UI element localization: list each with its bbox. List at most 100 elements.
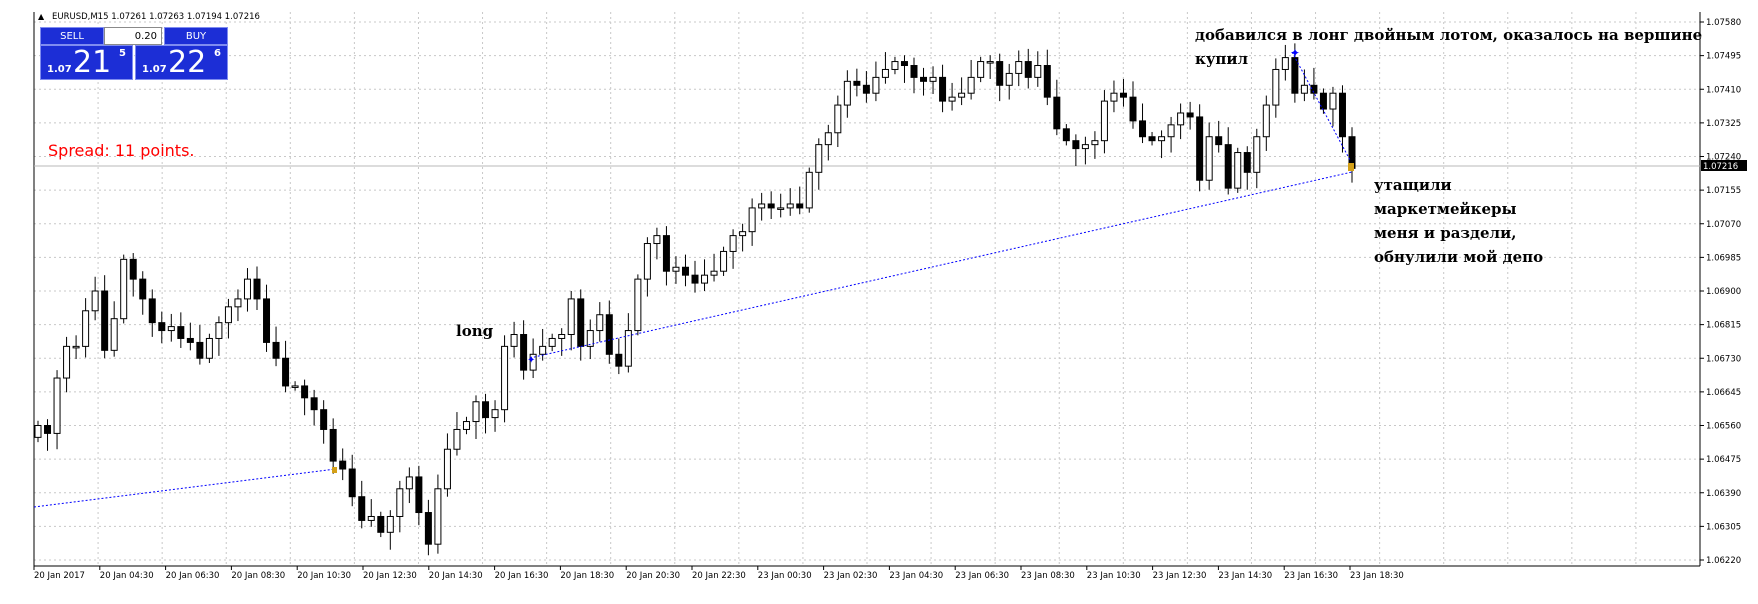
trade-line bbox=[1291, 51, 1351, 161]
time-tick-label: 23 Jan 06:30 bbox=[955, 571, 1009, 581]
candle bbox=[377, 511, 385, 538]
candle bbox=[1196, 104, 1204, 192]
candle bbox=[1043, 49, 1051, 106]
buy-button[interactable]: BUY bbox=[164, 27, 228, 45]
candle bbox=[558, 328, 566, 356]
candle bbox=[653, 227, 661, 260]
candle bbox=[91, 276, 99, 321]
candle bbox=[805, 167, 813, 213]
candle bbox=[329, 418, 337, 474]
price-tick-label: 1.06560 bbox=[1706, 422, 1741, 432]
time-tick-label: 23 Jan 00:30 bbox=[758, 571, 812, 581]
candle bbox=[729, 229, 737, 269]
price-tick-label: 1.06645 bbox=[1706, 388, 1741, 398]
time-tick-label: 23 Jan 04:30 bbox=[889, 571, 943, 581]
time-tick-label: 23 Jan 02:30 bbox=[824, 571, 878, 581]
price-tick-label: 1.06390 bbox=[1706, 489, 1741, 499]
time-tick-label: 23 Jan 18:30 bbox=[1350, 571, 1404, 581]
price-tick-label: 1.07240 bbox=[1706, 153, 1741, 163]
candle bbox=[748, 198, 756, 246]
trendline-left bbox=[33, 468, 337, 508]
candle bbox=[986, 55, 994, 79]
candle bbox=[529, 338, 537, 379]
time-tick-label: 20 Jan 04:30 bbox=[100, 571, 154, 581]
current-price-label: 1.07216 bbox=[1703, 162, 1738, 172]
candle bbox=[853, 68, 861, 97]
candle bbox=[939, 64, 947, 113]
sell-button[interactable]: SELL bbox=[40, 27, 104, 45]
price-tick-label: 1.07070 bbox=[1706, 220, 1741, 230]
spread-label: Spread: 11 points. bbox=[48, 141, 195, 160]
close-marker-icon-left bbox=[332, 467, 337, 473]
sell-price-sup: 5 bbox=[119, 48, 126, 59]
sell-price-button[interactable]: 1.07 21 5 bbox=[40, 45, 133, 80]
candle bbox=[177, 312, 185, 348]
entry-arrow-icon: ✦ bbox=[1290, 46, 1300, 60]
candle bbox=[920, 67, 928, 96]
price-tick-label: 1.06730 bbox=[1706, 354, 1741, 364]
candle bbox=[1243, 146, 1251, 190]
triangle-up-icon[interactable]: ▲ bbox=[38, 12, 45, 21]
candle bbox=[120, 254, 128, 324]
candle bbox=[767, 191, 775, 220]
candle bbox=[1158, 130, 1166, 159]
candle bbox=[243, 268, 251, 312]
candle bbox=[1148, 131, 1156, 146]
candle bbox=[224, 298, 232, 339]
candle bbox=[320, 400, 328, 444]
lot-size-input[interactable] bbox=[104, 27, 162, 45]
time-tick-label: 23 Jan 14:30 bbox=[1218, 571, 1272, 581]
candle bbox=[148, 289, 156, 337]
buy-price-button[interactable]: 1.07 22 6 bbox=[135, 45, 228, 80]
candle bbox=[596, 302, 604, 342]
candle bbox=[881, 52, 889, 84]
candle bbox=[405, 467, 413, 504]
candle bbox=[1215, 120, 1223, 153]
candle bbox=[786, 188, 794, 216]
candle bbox=[1234, 147, 1242, 193]
candle bbox=[548, 333, 556, 352]
candle bbox=[1139, 103, 1147, 144]
candle bbox=[72, 335, 80, 360]
candle bbox=[215, 316, 223, 356]
candle bbox=[720, 246, 728, 276]
time-tick-label: 23 Jan 12:30 bbox=[1153, 571, 1207, 581]
candle bbox=[967, 59, 975, 100]
candle bbox=[1129, 81, 1137, 129]
close-marker-icon bbox=[1348, 163, 1354, 171]
long-annotation: long bbox=[456, 322, 494, 340]
candle bbox=[1348, 127, 1356, 183]
candle bbox=[44, 419, 52, 451]
time-tick-label: 20 Jan 2017 bbox=[34, 571, 85, 581]
candle bbox=[129, 253, 137, 297]
price-tick-label: 1.06815 bbox=[1706, 321, 1741, 331]
candle bbox=[1186, 101, 1194, 130]
candle bbox=[615, 338, 623, 375]
one-click-trading-panel: SELL BUY 1.07 21 5 1.07 22 6 bbox=[40, 27, 228, 80]
candle bbox=[291, 381, 299, 391]
candle bbox=[396, 480, 404, 533]
price-tick-label: 1.06305 bbox=[1706, 522, 1741, 532]
candle bbox=[34, 420, 42, 443]
candle bbox=[1167, 116, 1175, 153]
candles bbox=[34, 43, 1356, 556]
candle bbox=[1119, 78, 1127, 107]
buy-price-prefix: 1.07 bbox=[142, 64, 167, 75]
candle bbox=[891, 56, 899, 75]
candle bbox=[434, 474, 442, 554]
candle bbox=[367, 499, 375, 527]
candle bbox=[1177, 103, 1185, 140]
candle bbox=[577, 289, 585, 361]
trendline-right bbox=[529, 171, 1353, 359]
candle bbox=[491, 400, 499, 432]
candle bbox=[186, 322, 194, 351]
candle bbox=[139, 271, 147, 315]
candle bbox=[643, 237, 651, 297]
candle bbox=[472, 395, 480, 439]
right-annotation-line1: утащили bbox=[1374, 176, 1452, 194]
candle bbox=[948, 82, 956, 111]
candle bbox=[634, 274, 642, 336]
candle bbox=[662, 226, 670, 286]
